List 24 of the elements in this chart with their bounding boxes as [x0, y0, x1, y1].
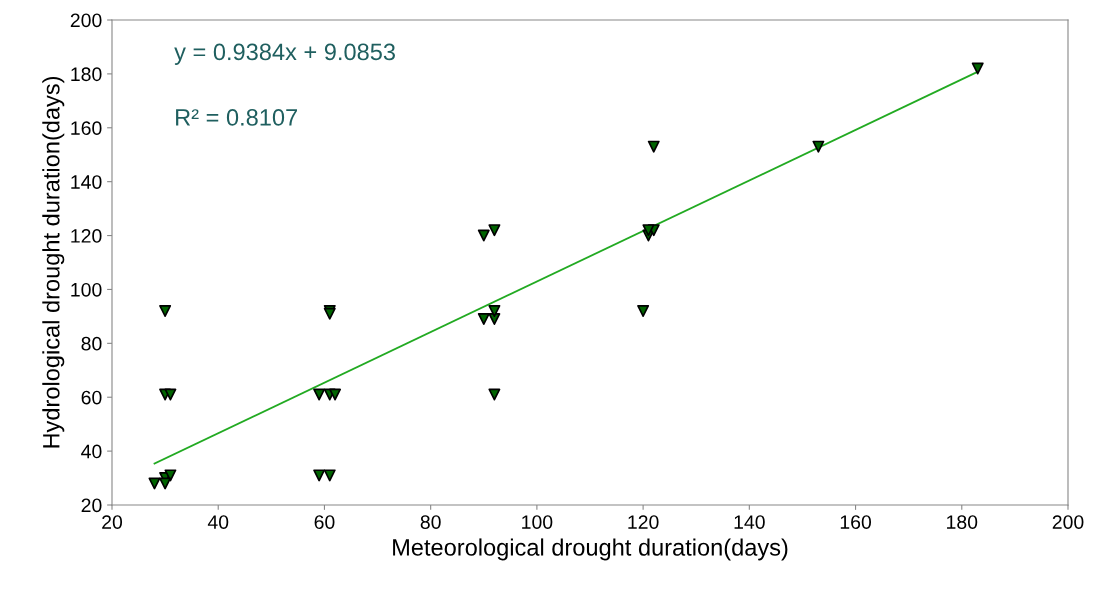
y-tick-label: 160: [71, 121, 102, 136]
annotation: R² = 0.8107: [176, 109, 297, 126]
x-tick-label: 140: [734, 515, 765, 529]
x-tick-label: 160: [840, 515, 872, 529]
y-axis-title: Hydrological drought duration(days): [42, 76, 65, 448]
y-tick-label: 120: [71, 229, 102, 243]
y-tick-label: 200: [70, 13, 102, 28]
y-tick-label: 40: [81, 444, 102, 459]
x-tick-label: 180: [947, 515, 978, 529]
x-axis-title: Meteorological drought duration(days): [393, 538, 788, 561]
x-tick-label: 100: [522, 515, 553, 529]
x-tick-label: 80: [420, 515, 441, 529]
y-tick-label: 140: [71, 175, 102, 189]
x-tick-label: 60: [314, 515, 335, 529]
annotation: y = 0.9384x + 9.0853: [174, 43, 395, 65]
y-tick-label: 20: [81, 498, 102, 513]
y-tick-label: 60: [81, 390, 102, 405]
y-tick-label: 80: [81, 336, 102, 351]
x-tick-label: 20: [102, 515, 123, 529]
x-tick-label: 200: [1052, 515, 1084, 529]
y-tick-label: 100: [71, 282, 102, 297]
y-tick-label: 180: [71, 67, 102, 82]
x-tick-label: 40: [207, 515, 229, 529]
x-tick-label: 120: [628, 515, 659, 529]
